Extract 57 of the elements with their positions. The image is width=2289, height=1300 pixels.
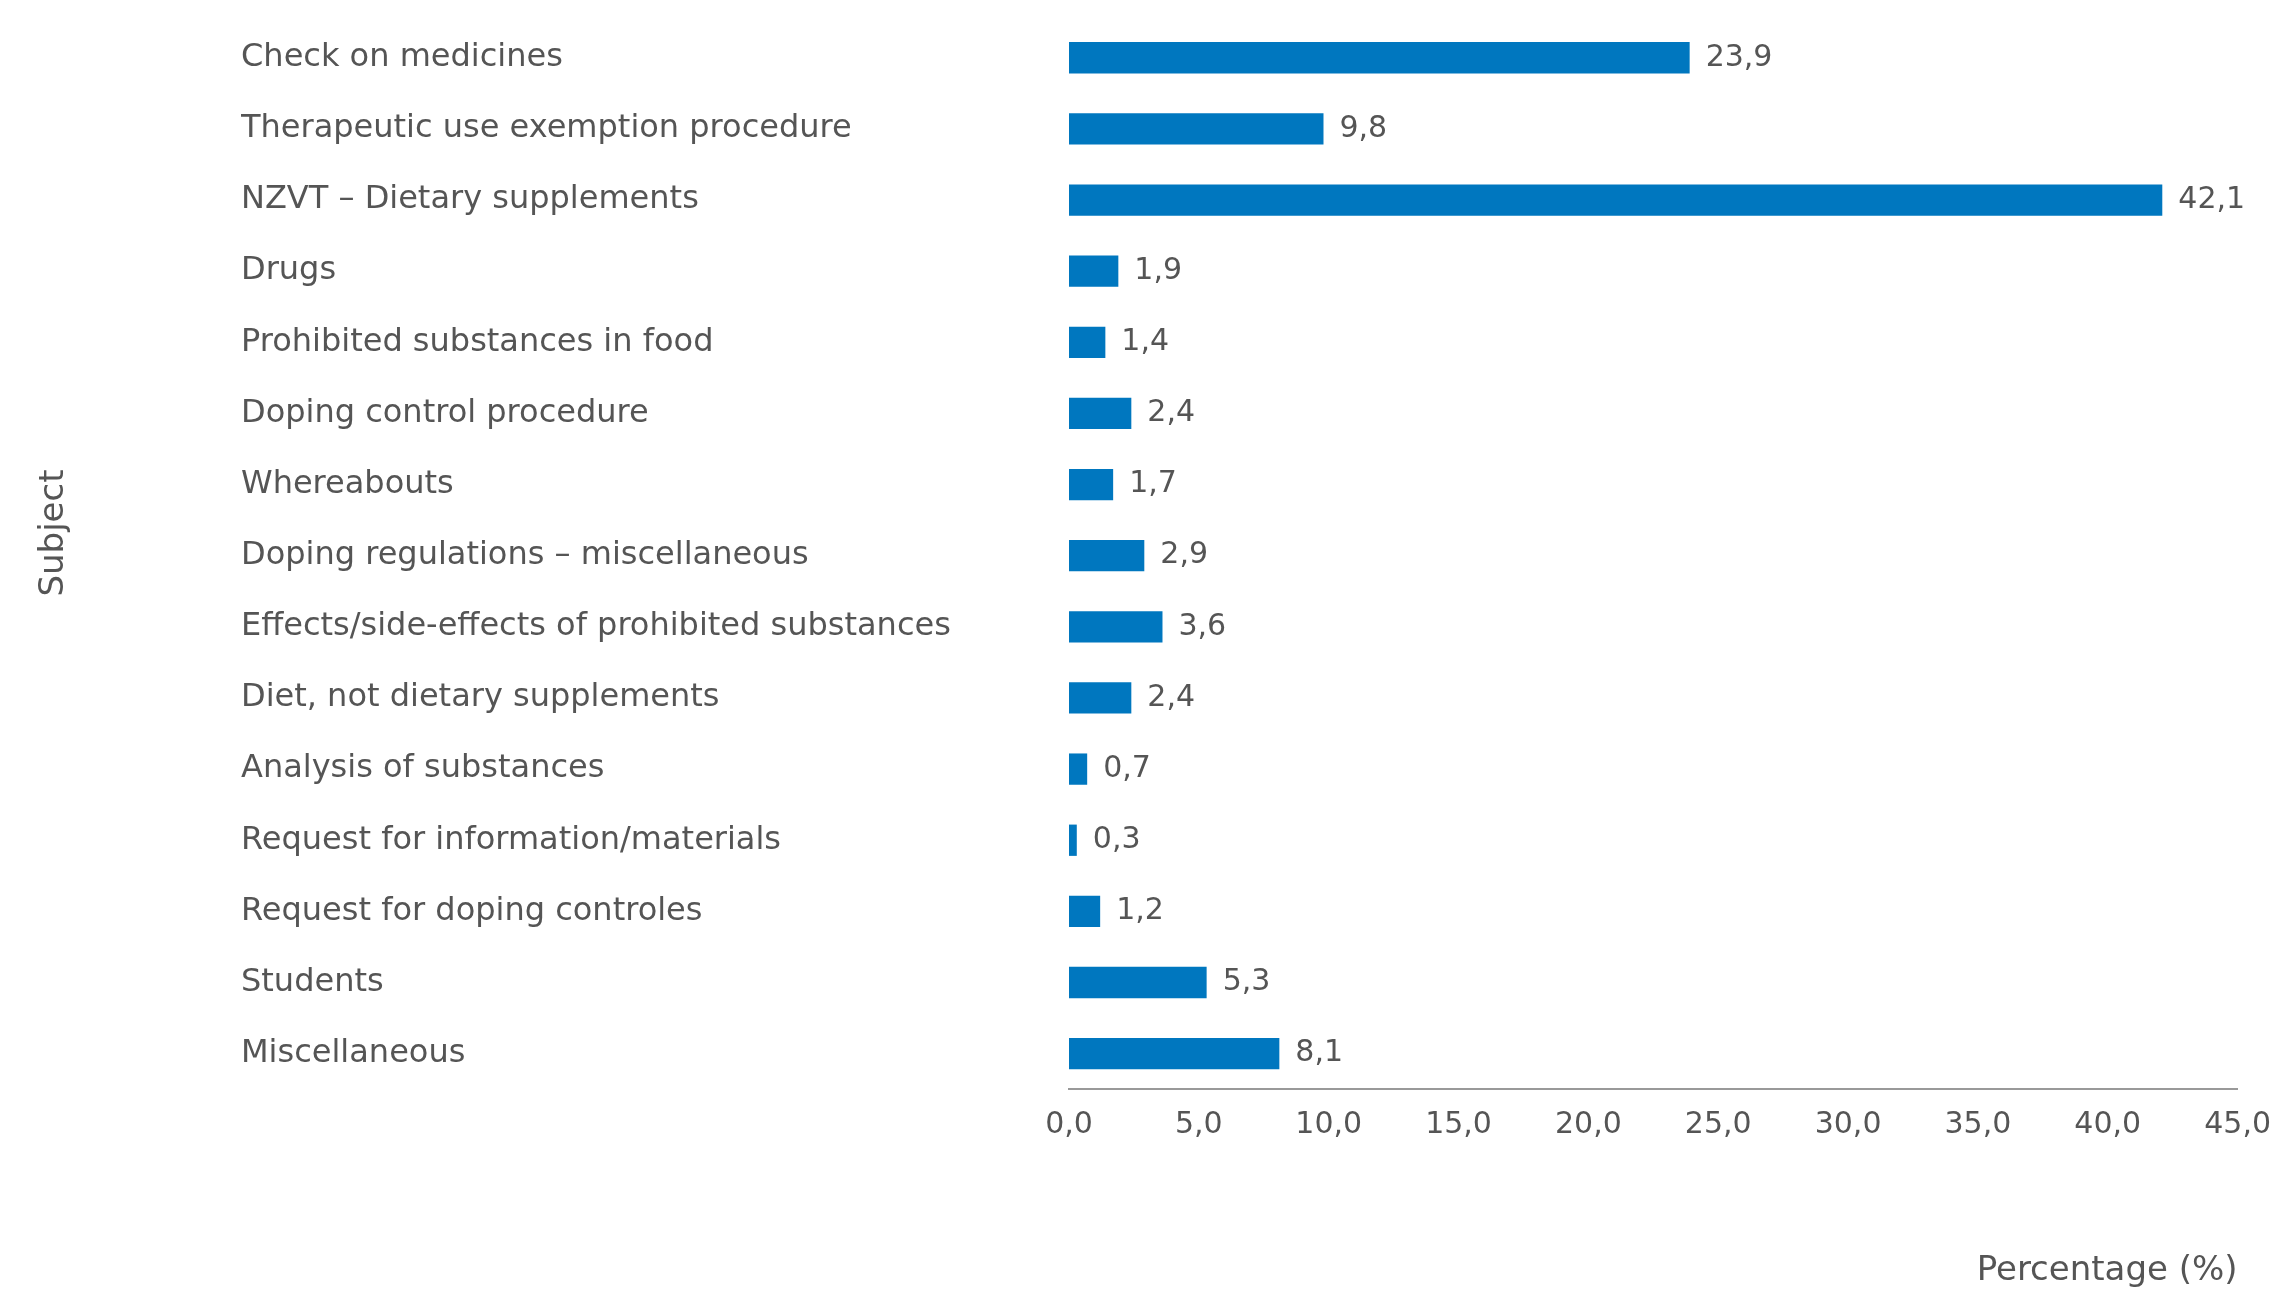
bar — [1069, 753, 1088, 785]
bar — [1069, 895, 1101, 928]
y-tick-label: Doping control procedure — [241, 391, 649, 430]
y-tick-label: Whereabouts — [241, 462, 454, 501]
bar — [1069, 966, 1207, 999]
y-tick-label: Effects/side-effects of prohibited substances — [241, 605, 951, 644]
x-tick-label: 0,0 — [1045, 1105, 1093, 1140]
data-label: 42,1 — [2178, 179, 2246, 215]
bar — [1069, 397, 1132, 430]
x-tick-label: 30,0 — [1814, 1105, 1882, 1140]
bar — [1069, 113, 1324, 145]
x-tick-label: 10,0 — [1295, 1105, 1363, 1140]
x-tick-label: 40,0 — [2074, 1105, 2142, 1140]
bar — [1069, 326, 1106, 358]
data-label: 1,4 — [1121, 322, 1170, 358]
y-tick-label: NZVT – Dietary supplements — [241, 178, 699, 217]
y-tick-label: Request for doping controles — [241, 889, 703, 928]
data-label: 3,6 — [1178, 606, 1227, 642]
x-tick-label: 45,0 — [2204, 1105, 2271, 1140]
bar — [1069, 540, 1145, 572]
bar — [1069, 611, 1163, 643]
bar — [1069, 255, 1119, 287]
y-tick-label: Drugs — [241, 249, 337, 288]
y-tick-label: Doping regulations – miscellaneous — [241, 534, 809, 573]
x-tick-label: 15,0 — [1425, 1105, 1492, 1140]
data-label: 1,7 — [1129, 464, 1177, 500]
x-tick-label: 20,0 — [1554, 1105, 1622, 1140]
y-tick-label: Check on medicines — [241, 36, 563, 75]
y-tick-label: Miscellaneous — [241, 1031, 466, 1070]
y-axis-title: Subject — [31, 469, 71, 597]
data-label: 1,9 — [1134, 250, 1183, 286]
bar — [1069, 1037, 1280, 1070]
bar — [1069, 468, 1114, 501]
data-label: 0,3 — [1092, 820, 1141, 856]
data-label: 23,9 — [1705, 37, 1773, 73]
data-label: 5,3 — [1222, 962, 1271, 998]
bar — [1069, 682, 1132, 714]
x-tick-label: 35,0 — [1944, 1105, 2012, 1140]
y-tick-label: Diet, not dietary supplements — [241, 676, 720, 715]
data-label: 2,9 — [1160, 535, 1209, 571]
x-tick-label: 5,0 — [1174, 1105, 1223, 1140]
data-label: 1,2 — [1116, 891, 1164, 927]
data-label: 9,8 — [1339, 108, 1388, 144]
y-tick-label: Request for information/materials — [241, 818, 782, 857]
y-tick-label: Therapeutic use exemption procedure — [240, 107, 852, 146]
x-tick-label: 25,0 — [1684, 1105, 1752, 1140]
bar — [1069, 824, 1077, 856]
data-label: 2,4 — [1147, 393, 1196, 429]
data-label: 8,1 — [1295, 1033, 1344, 1069]
data-label: 2,4 — [1147, 677, 1196, 713]
bar — [1069, 42, 1690, 74]
y-tick-label: Students — [241, 960, 384, 999]
x-axis-title: Percentage (%) — [1976, 1248, 2238, 1289]
y-tick-label: Analysis of substances — [241, 747, 605, 786]
data-label: 0,7 — [1103, 748, 1151, 784]
bar — [1069, 184, 2163, 216]
y-tick-label: Prohibited substances in food — [241, 320, 714, 359]
